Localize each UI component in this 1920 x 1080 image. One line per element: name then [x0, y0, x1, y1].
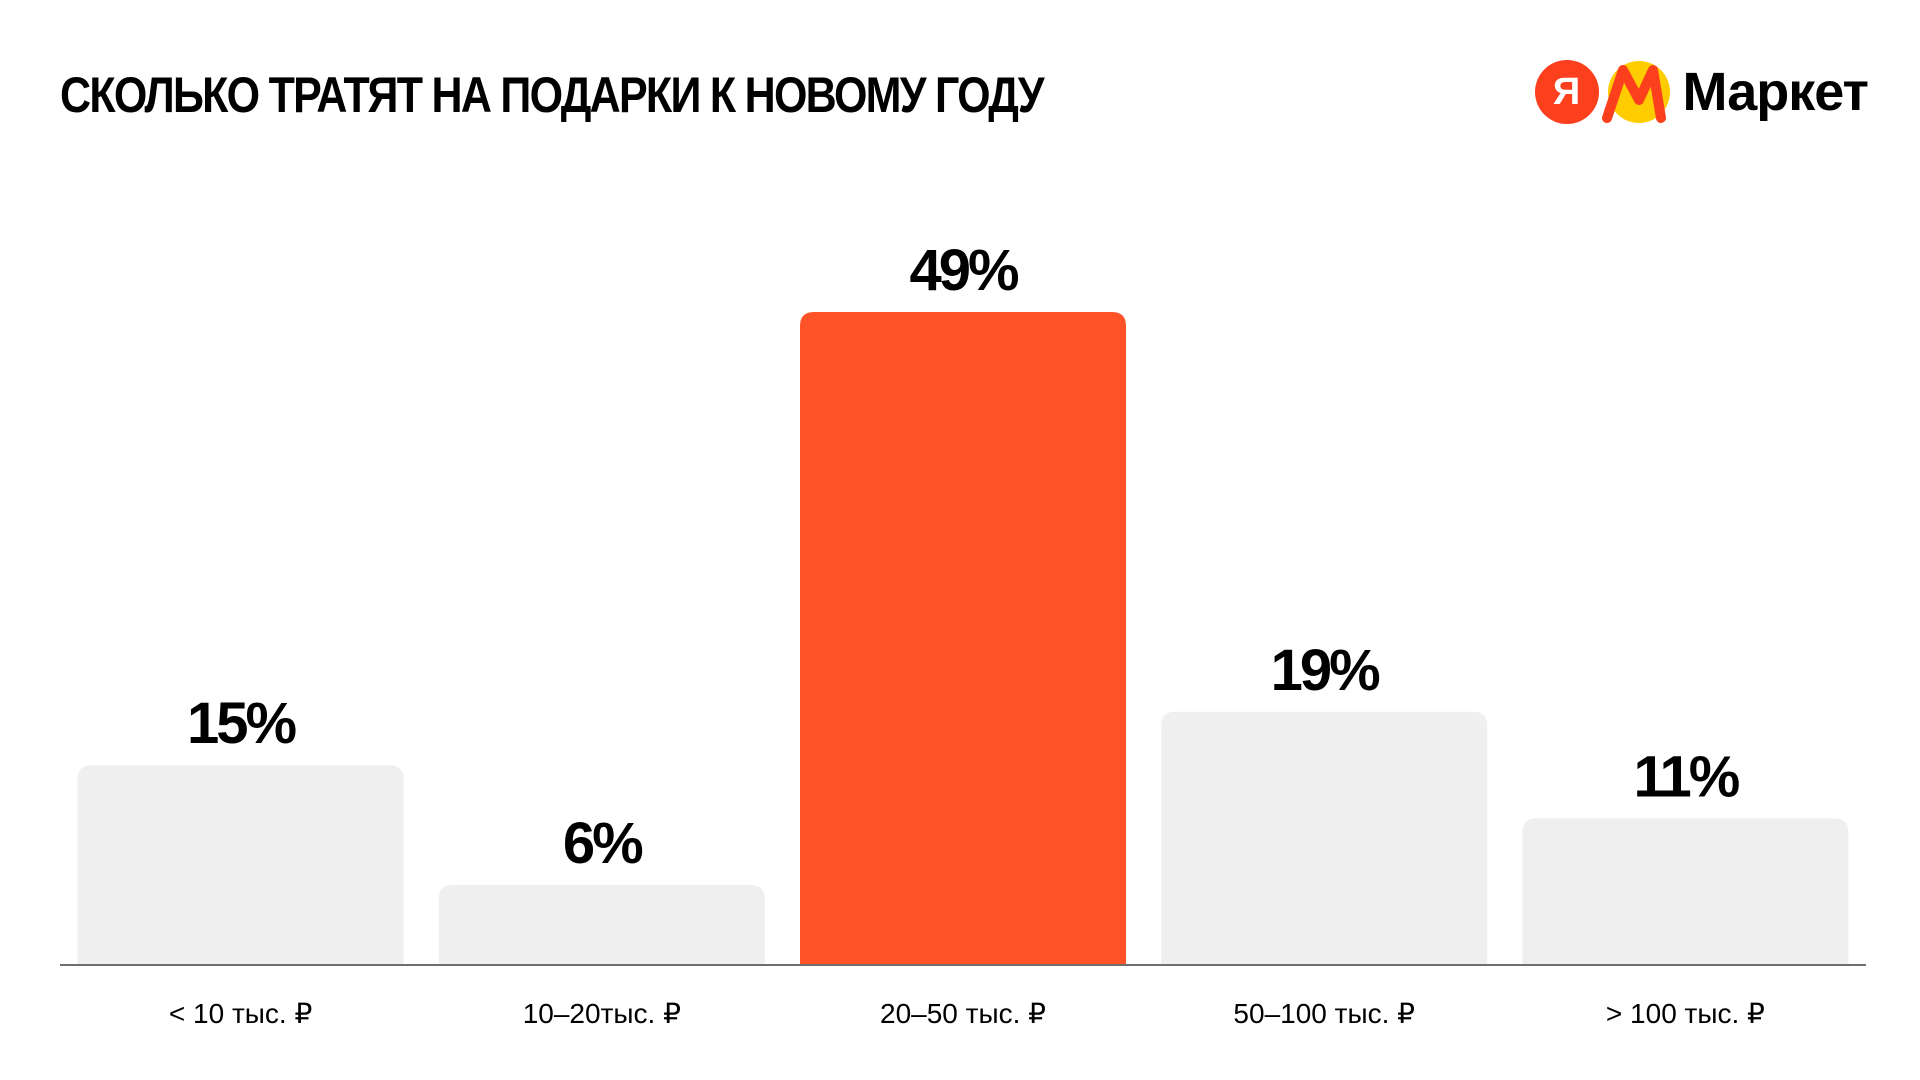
chart-title: СКОЛЬКО ТРАТЯТ НА ПОДАРКИ К НОВОМУ ГОДУ [60, 67, 1044, 123]
bar-5 [1522, 818, 1849, 965]
bar-4 [1161, 711, 1488, 965]
market-m-icon [1601, 61, 1670, 123]
category-label-4: 50–100 тыс. ₽ [1233, 998, 1415, 1029]
category-label-2: 10–20тыс. ₽ [523, 998, 681, 1029]
value-label-5: 11% [1633, 744, 1739, 809]
category-label-5: > 100 тыс. ₽ [1606, 998, 1765, 1029]
ya-circle-icon: Я [1534, 60, 1599, 124]
logo-mark: Я [1534, 60, 1671, 124]
bar-3 [800, 312, 1126, 965]
logo-wordmark: Маркет [1682, 62, 1869, 122]
value-label-2: 6% [563, 811, 643, 876]
value-label-3: 49% [909, 238, 1019, 303]
bar-2 [438, 885, 765, 965]
category-label-3: 20–50 тыс. ₽ [880, 998, 1046, 1029]
bar-1 [77, 765, 404, 965]
category-label-1: < 10 тыс. ₽ [169, 998, 312, 1029]
value-label-1: 15% [187, 691, 297, 756]
yandex-market-logo: Я Маркет [1534, 60, 1869, 124]
value-label-4: 19% [1271, 638, 1381, 703]
